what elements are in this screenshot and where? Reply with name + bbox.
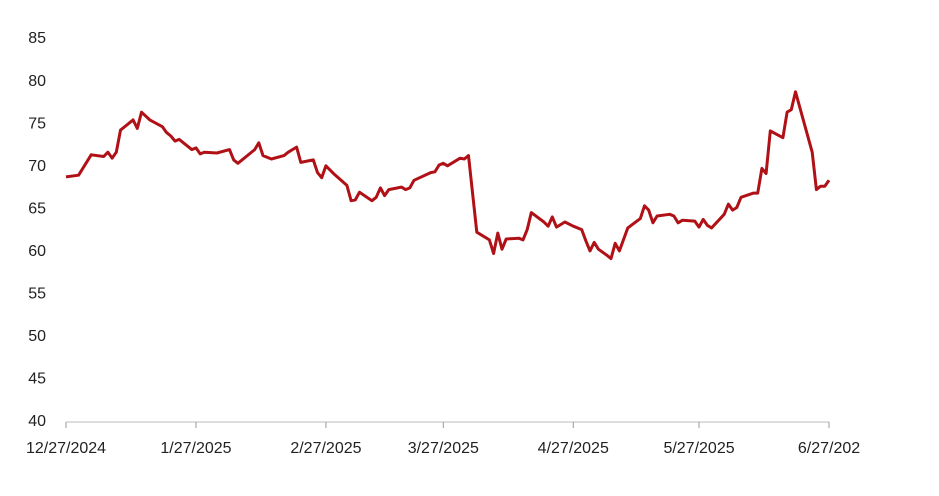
x-tick-label: 5/27/2025 (663, 440, 734, 457)
x-tick-label: 12/27/2024 (26, 440, 106, 457)
x-tick-label: 4/27/2025 (538, 440, 609, 457)
y-tick-label: 75 (28, 115, 46, 132)
y-tick-label: 40 (28, 413, 46, 430)
y-tick-label: 65 (28, 200, 46, 217)
x-tick-label: 6/27/202 (798, 440, 860, 457)
x-tick-label: 1/27/2025 (160, 440, 231, 457)
x-tick-label: 3/27/2025 (408, 440, 479, 457)
y-tick-label: 60 (28, 243, 46, 260)
y-tick-label: 45 (28, 371, 46, 388)
x-tick-label: 2/27/2025 (290, 440, 361, 457)
y-tick-label: 80 (28, 73, 46, 90)
y-tick-label: 70 (28, 158, 46, 175)
y-tick-label: 50 (28, 328, 46, 345)
y-tick-label: 85 (28, 30, 46, 47)
line-series (65, 90, 831, 261)
y-tick-label: 55 (28, 286, 46, 303)
